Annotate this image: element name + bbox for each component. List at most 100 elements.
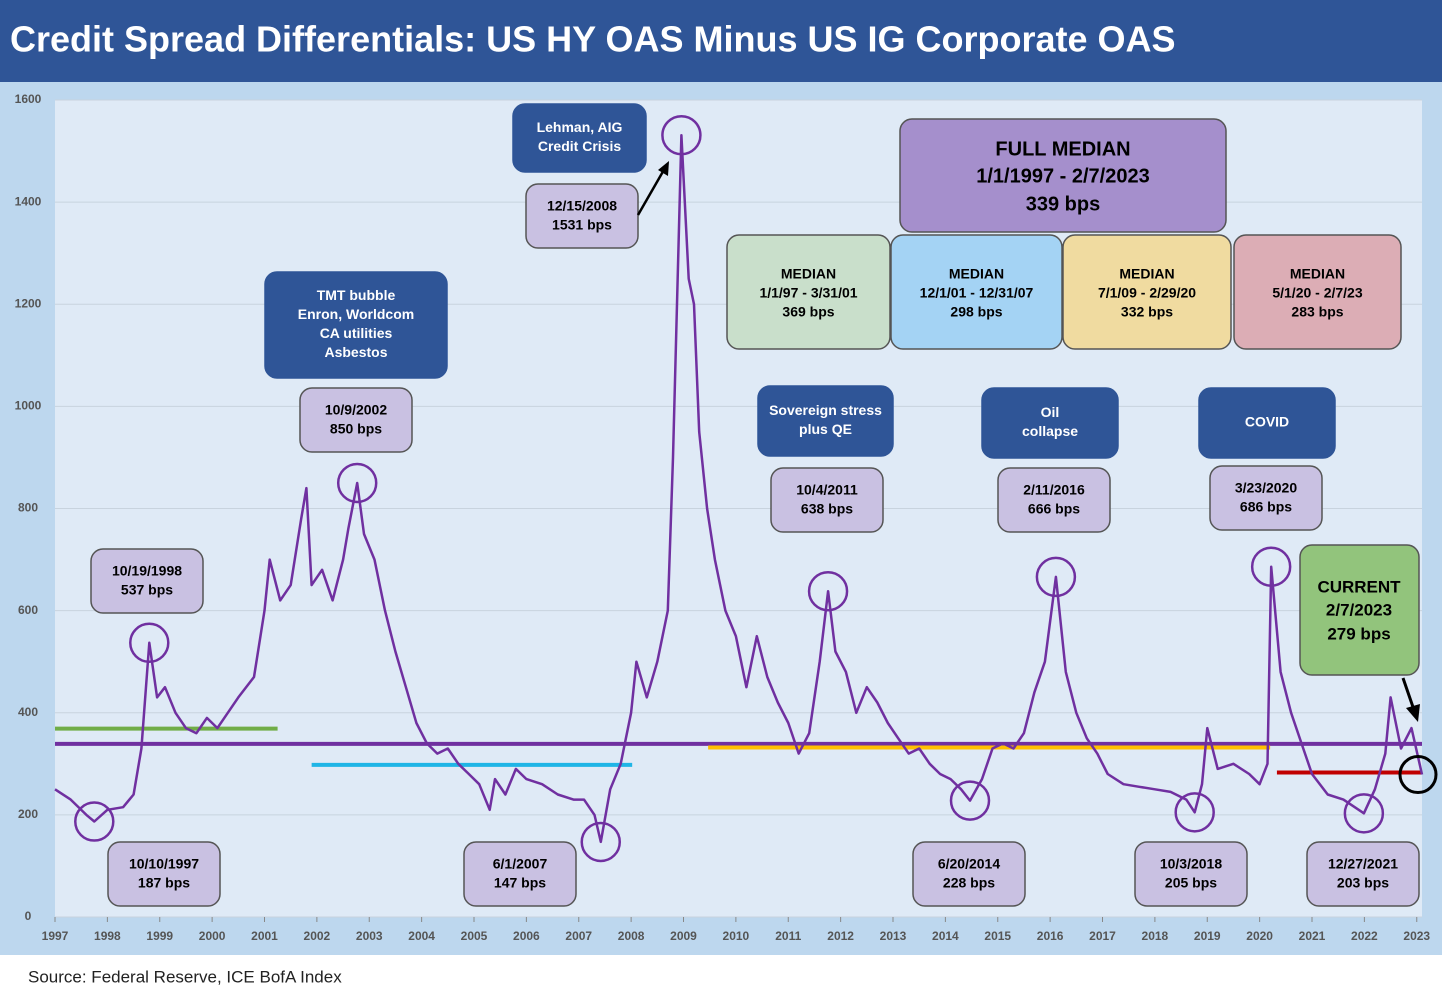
annotation-label: 187 bps (138, 875, 190, 891)
x-tick-label: 2013 (880, 929, 907, 943)
annotation-date: 10/9/2002 (325, 402, 387, 418)
date-box (463, 841, 577, 907)
event-text: TMT bubble (317, 287, 396, 303)
median-period: 7/1/09 - 2/29/20 (1098, 285, 1196, 301)
footer (0, 955, 1442, 1000)
median-box (890, 234, 1063, 350)
x-tick-label: 2021 (1299, 929, 1326, 943)
lines (54, 133, 1424, 844)
annotation-label: 537 bps (121, 582, 173, 598)
x-tick-label: 2001 (251, 929, 278, 943)
event-box (757, 385, 894, 457)
date-box (1134, 841, 1248, 907)
annotation-circle (807, 570, 849, 612)
event-box (512, 103, 647, 173)
annotation-label: 1531 bps (552, 217, 612, 233)
event-text: COVID (1245, 414, 1289, 430)
event-text: Credit Crisis (538, 138, 621, 154)
y-tick-label: 200 (18, 807, 38, 821)
annotation-label: 850 bps (330, 421, 382, 437)
annotation-label: 686 bps (1240, 499, 1292, 515)
x-tick-label: 2005 (461, 929, 488, 943)
arrow (1401, 677, 1416, 711)
annotation-date: 10/4/2011 (796, 482, 858, 498)
median-label: 369 bps (782, 304, 834, 320)
median-title: MEDIAN (781, 266, 836, 282)
x-tick-label: 1999 (146, 929, 173, 943)
median-label: 283 bps (1291, 304, 1343, 320)
full-median-title: FULL MEDIAN (995, 138, 1130, 160)
x-tick-label: 2016 (1037, 929, 1064, 943)
median-box (726, 234, 891, 350)
date-box (997, 467, 1111, 533)
y-tick-label: 600 (18, 603, 38, 617)
annotation-date: 2/11/2016 (1023, 482, 1085, 498)
current-title: CURRENT (1317, 577, 1401, 596)
date-box (912, 841, 1026, 907)
title-bar (0, 0, 1442, 82)
event-text: Oil (1041, 404, 1060, 420)
source-note: Source: Federal Reserve, ICE BofA Index (28, 967, 342, 986)
y-tick-label: 800 (18, 501, 38, 515)
date-box (525, 183, 639, 249)
x-tick-label: 2003 (356, 929, 383, 943)
chart-title: Credit Spread Differentials: US HY OAS M… (10, 19, 1176, 60)
current-date: 2/7/2023 (1326, 600, 1392, 619)
annotation-circle (1250, 546, 1292, 587)
event-text: Lehman, AIG (537, 119, 623, 135)
x-tick-label: 2002 (304, 929, 331, 943)
event-box (981, 387, 1119, 459)
x-tick-label: 2014 (932, 929, 959, 943)
x-tick-label: 2018 (1142, 929, 1169, 943)
annotation-circle (580, 821, 622, 863)
annotation-label: 205 bps (1165, 875, 1217, 891)
median-period: 12/1/01 - 12/31/07 (920, 285, 1034, 301)
x-tick-label: 2023 (1403, 929, 1430, 943)
event-text: plus QE (799, 421, 852, 437)
y-tick-label: 1200 (15, 296, 42, 310)
y-tick-label: 1400 (15, 194, 42, 208)
annotation-circle (336, 462, 378, 504)
median-label: 332 bps (1121, 304, 1173, 320)
annotation-date: 10/10/1997 (129, 856, 199, 872)
full-median-box (899, 118, 1227, 233)
full-median-label: 339 bps (1026, 193, 1100, 215)
date-box (770, 467, 884, 533)
annotation-date: 12/27/2021 (1328, 856, 1398, 872)
annotation-circle (1035, 556, 1077, 598)
arrow-head (1406, 704, 1420, 722)
annotation-label: 203 bps (1337, 875, 1389, 891)
x-tick-label: 2004 (408, 929, 435, 943)
annotation-circle (129, 622, 170, 664)
annotation-date: 10/19/1998 (112, 563, 182, 579)
full-median-period: 1/1/1997 - 2/7/2023 (976, 165, 1149, 187)
y-tick-label: 0 (25, 909, 32, 923)
annotation-circle (661, 114, 702, 156)
median-box (1233, 234, 1402, 350)
annotation-circle (1343, 793, 1385, 834)
arrow-head (658, 161, 669, 176)
annotation-circle (949, 780, 991, 821)
x-tick-label: 2019 (1194, 929, 1221, 943)
x-tick-label: 2009 (670, 929, 697, 943)
median-box (1062, 234, 1232, 350)
x-tick-label: 2007 (565, 929, 592, 943)
x-tick-label: 1998 (94, 929, 121, 943)
annotation-date: 12/15/2008 (547, 198, 617, 214)
series-line (54, 133, 1424, 844)
x-tick-label: 2008 (618, 929, 645, 943)
event-box (264, 271, 448, 379)
event-text: Asbestos (324, 344, 387, 360)
median-period: 5/1/20 - 2/7/23 (1272, 285, 1363, 301)
annotation-label: 638 bps (801, 501, 853, 517)
current-label: 279 bps (1327, 624, 1390, 643)
annotation-label: 147 bps (494, 875, 546, 891)
date-box (1306, 841, 1420, 907)
x-tick-label: 2006 (513, 929, 540, 943)
event-text: Enron, Worldcom (298, 306, 414, 322)
date-box (299, 387, 413, 453)
x-tick-label: 2020 (1246, 929, 1273, 943)
annotation-date: 6/1/2007 (493, 856, 548, 872)
x-tick-label: 2011 (775, 929, 801, 943)
